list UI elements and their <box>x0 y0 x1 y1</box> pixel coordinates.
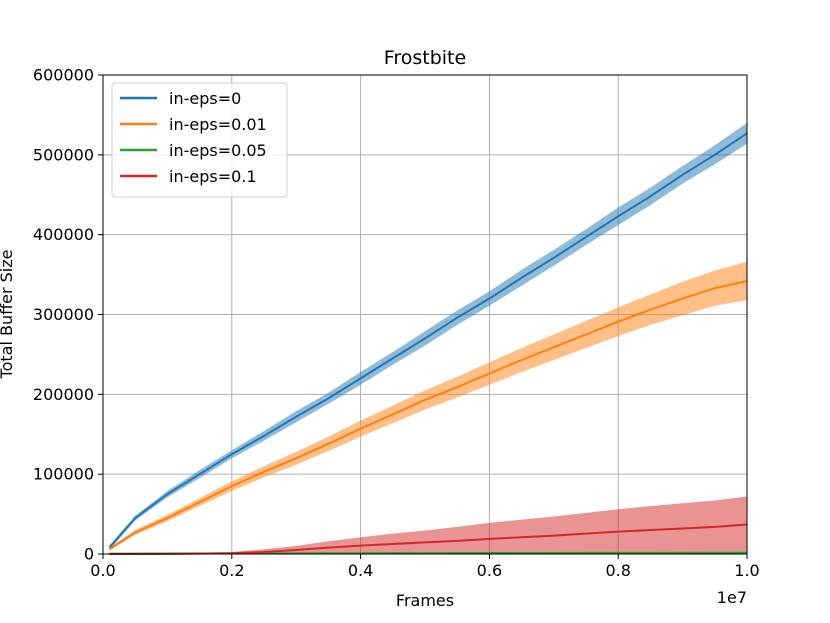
x-offset-label: 1e7 <box>717 588 747 607</box>
legend: in-eps=0 in-eps=0.01 in-eps=0.05 in-eps=0.1 <box>111 82 288 198</box>
legend-label-1: in-eps=0.01 <box>169 115 267 134</box>
y-tick-label: 400000 <box>33 225 94 244</box>
legend-box <box>111 82 288 198</box>
axis-ticks: 0.0 0.2 0.4 0.6 0.8 1.0 0 100000 200000 300000 400… <box>33 66 760 581</box>
y-tick-label: 200000 <box>33 385 94 404</box>
x-tick-label: 0.6 <box>477 561 502 580</box>
x-tick-label: 0.8 <box>605 561 630 580</box>
x-tick-label: 1.0 <box>734 561 759 580</box>
series-line-0 <box>108 132 748 549</box>
legend-label-3: in-eps=0.1 <box>169 167 257 186</box>
y-tick-label: 0 <box>84 545 94 564</box>
legend-label-0: in-eps=0 <box>169 89 241 108</box>
y-tick-label: 600000 <box>33 66 94 85</box>
x-tick-label: 0.4 <box>348 561 373 580</box>
y-tick-label: 300000 <box>33 305 94 324</box>
y-tick-label: 100000 <box>33 465 94 484</box>
chart-title: Frostbite <box>384 47 466 69</box>
y-axis-label: Total Buffer Size <box>0 250 16 380</box>
x-tick-label: 0.2 <box>219 561 244 580</box>
series-band-3 <box>109 496 747 554</box>
series-line-1 <box>108 279 748 551</box>
x-tick-label: 0.0 <box>90 561 115 580</box>
series-line-3 <box>109 523 748 555</box>
y-tick-label: 500000 <box>33 145 94 164</box>
series-lines <box>108 132 748 555</box>
x-axis-label: Frames <box>396 591 454 610</box>
legend-label-2: in-eps=0.05 <box>169 141 267 160</box>
